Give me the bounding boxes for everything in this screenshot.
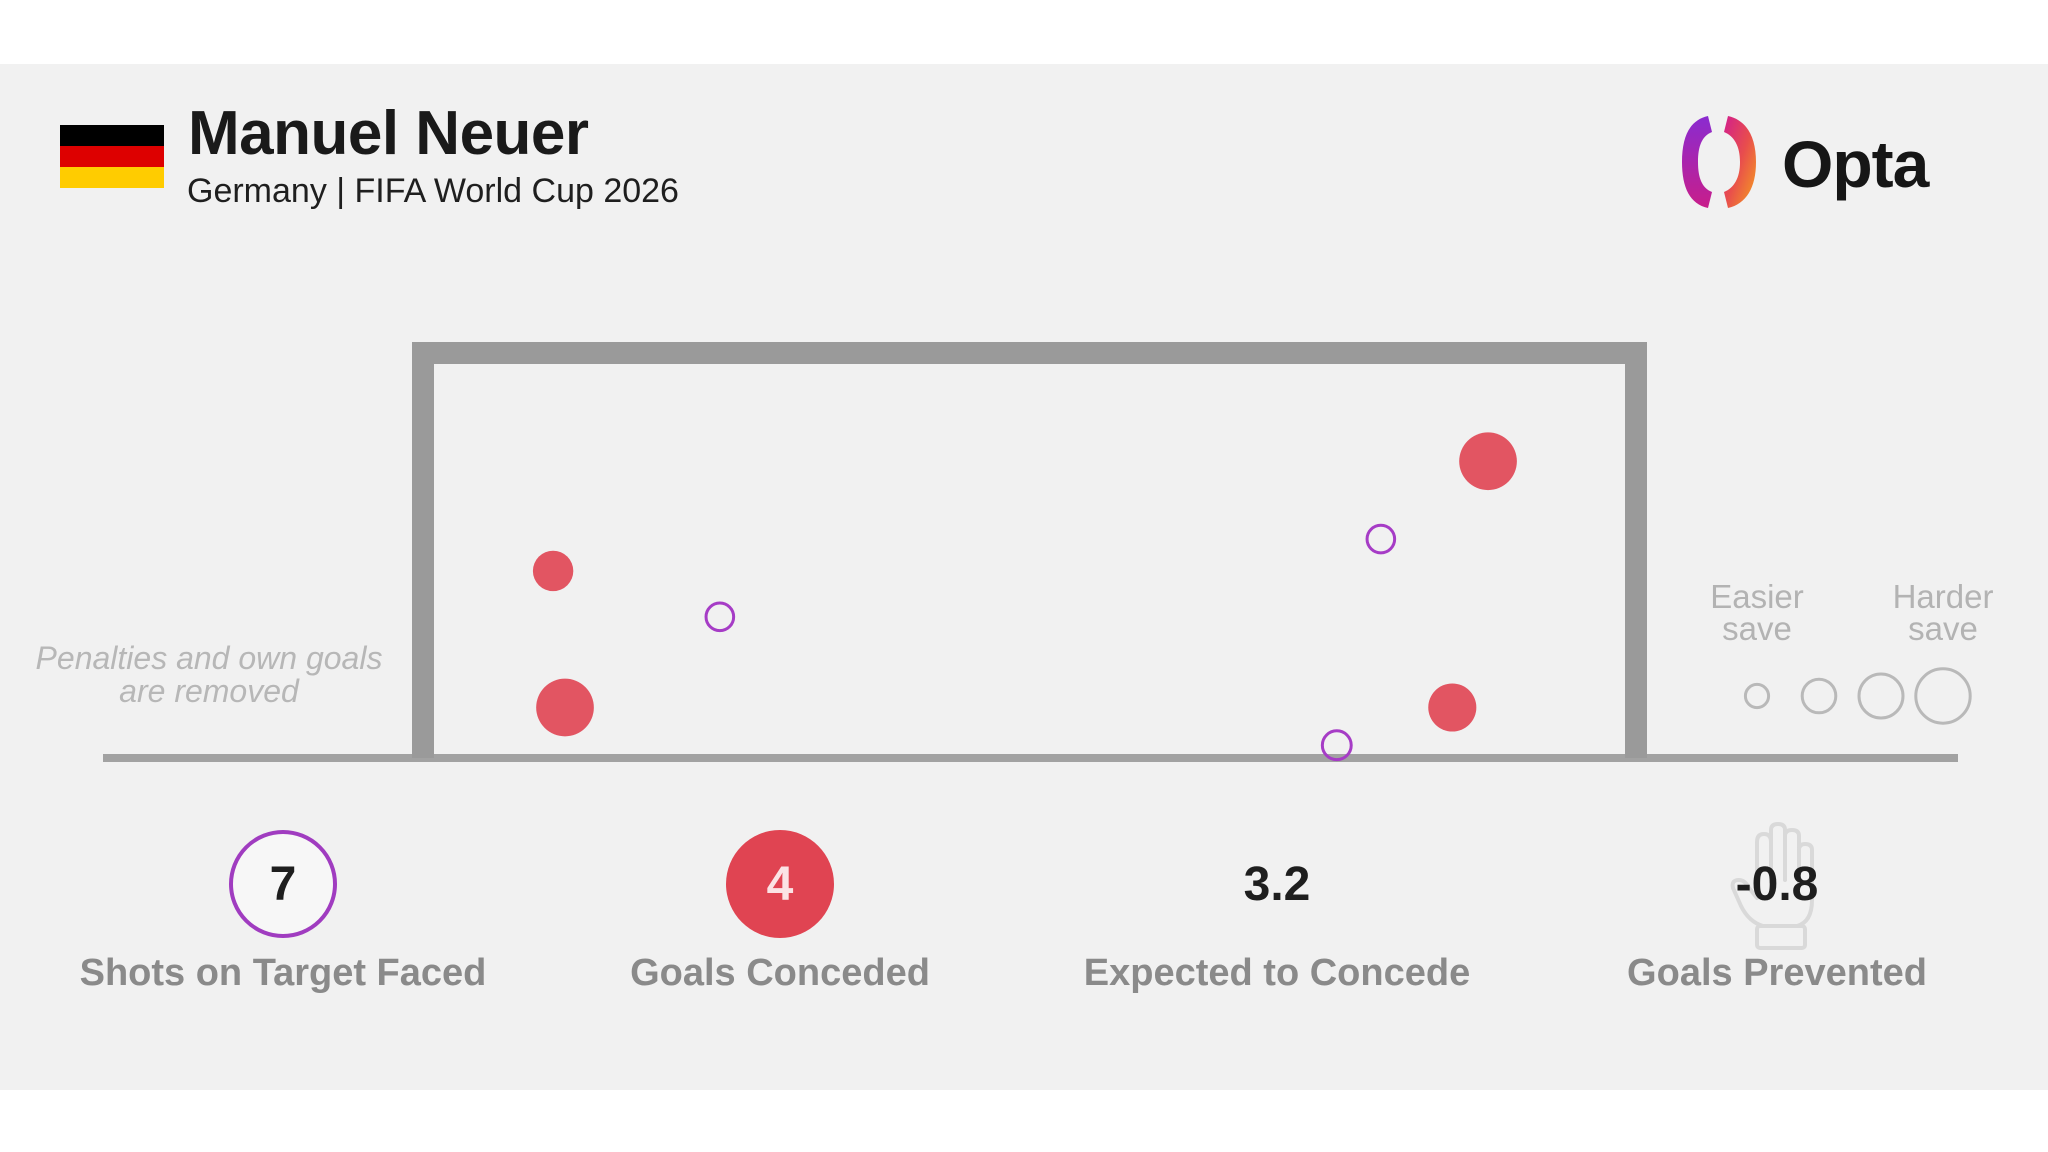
- prevented-value-wrap: -0.8: [1723, 830, 1831, 938]
- shots-value: 7: [269, 857, 297, 911]
- expected-value-wrap: 3.2: [1223, 830, 1331, 938]
- stat-shots-on-target: 7 Shots on Target Faced: [48, 820, 518, 1010]
- shot-saved-point: [1320, 729, 1353, 762]
- removed-shots-note: Penalties and own goals are removed: [18, 642, 400, 708]
- player-name: Manuel Neuer: [188, 99, 589, 168]
- removed-note-line1: Penalties and own goals: [35, 640, 383, 676]
- legend-harder-label: Harder save: [1868, 578, 2018, 647]
- expected-label: Expected to Concede: [1083, 952, 1471, 994]
- expected-value: 3.2: [1243, 857, 1311, 911]
- goal-conceded-point: [1428, 683, 1477, 732]
- goal-conceded-point: [536, 678, 594, 737]
- legend-size-marker: [1914, 667, 1972, 725]
- player-subtitle: Germany | FIFA World Cup 2026: [187, 172, 679, 210]
- stat-expected-to-concede: 3.2 Expected to Concede: [1042, 820, 1512, 1010]
- opta-logo: Opta: [1678, 108, 1948, 218]
- goal-conceded-point: [532, 550, 574, 592]
- goals-label: Goals Conceded: [630, 952, 930, 994]
- legend-size-marker: [1800, 677, 1838, 715]
- prevented-value: -0.8: [1735, 857, 1819, 911]
- germany-flag-icon: [60, 125, 164, 188]
- legend-harder-line2: save: [1908, 610, 1978, 647]
- legend-easier-line2: save: [1722, 610, 1792, 647]
- goals-circle-badge: 4: [726, 830, 834, 938]
- goalkeeper-glove-icon: [1730, 822, 1814, 950]
- shot-points: [532, 432, 1517, 762]
- shots-circle-badge: 7: [229, 830, 337, 938]
- graphic-panel: [0, 64, 2048, 1090]
- legend-easier-line1: Easier: [1710, 578, 1804, 615]
- goal-conceded-point: [1459, 432, 1517, 491]
- stat-goals-conceded: 4 Goals Conceded: [545, 820, 1015, 1010]
- shots-label: Shots on Target Faced: [79, 952, 487, 994]
- flag-stripe-red: [60, 146, 164, 167]
- size-legend: [1743, 667, 1972, 725]
- opta-wordmark: Opta: [1782, 127, 1929, 201]
- legend-size-marker: [1857, 672, 1905, 720]
- stat-goals-prevented: -0.8 Goals Prevented: [1542, 820, 2012, 1010]
- removed-note-line2: are removed: [119, 673, 299, 709]
- legend-harder-line1: Harder: [1892, 578, 1994, 615]
- goals-value: 4: [766, 857, 794, 911]
- shot-saved-point: [704, 601, 736, 633]
- shot-saved-point: [1365, 523, 1397, 555]
- legend-size-marker: [1743, 682, 1771, 710]
- prevented-label: Goals Prevented: [1627, 952, 1927, 994]
- legend-easier-label: Easier save: [1682, 578, 1832, 647]
- flag-stripe-gold: [60, 167, 164, 188]
- flag-stripe-black: [60, 125, 164, 146]
- opta-logo-icon: [1682, 116, 1756, 208]
- goal-frame: [412, 342, 1647, 758]
